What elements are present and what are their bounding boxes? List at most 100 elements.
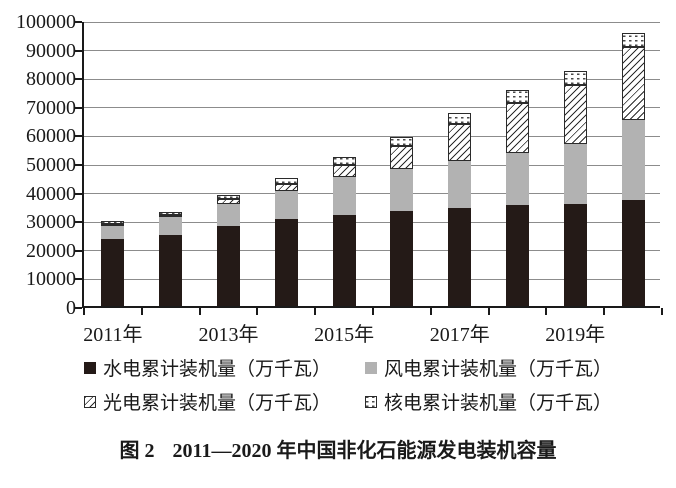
bar-segment-solar: [506, 102, 529, 153]
x-axis-label: 2017年: [429, 324, 490, 346]
bar-segment-nuclear: [159, 211, 183, 216]
bar-segment-solar: [448, 123, 472, 161]
y-axis-tick-label: 100000: [16, 11, 76, 33]
solar-swatch-icon: [84, 395, 96, 408]
bar-segment-nuclear: [390, 136, 414, 147]
y-axis-tick-label: 80000: [26, 68, 76, 91]
y-axis-tick-label: 90000: [26, 39, 76, 62]
bar-segment-wind: [274, 191, 298, 219]
x-axis-tick: [198, 308, 201, 315]
bar-segment-hydro: [101, 239, 125, 306]
bar-segment-hydro: [332, 214, 356, 306]
bar-segment-hydro: [621, 200, 645, 306]
y-axis-tick: [74, 21, 82, 23]
gridline-10000: [84, 278, 660, 280]
bar-segment-nuclear: [621, 32, 645, 48]
x-axis-tick: [487, 308, 490, 315]
y-axis-tick-label: 20000: [26, 239, 76, 262]
bar-segment-wind: [621, 119, 645, 201]
legend-item-wind: 风电累计装机量（万千瓦）: [365, 354, 612, 381]
bar-2014年: [274, 178, 298, 306]
bar-segment-solar: [159, 215, 183, 218]
y-axis-tick: [74, 278, 82, 281]
bar-segment-solar: [332, 164, 356, 178]
y-axis-tick: [74, 106, 82, 109]
wind-swatch-icon: [365, 361, 377, 374]
y-axis-tick-label: 10000: [26, 268, 76, 291]
x-axis-tick: [372, 308, 374, 315]
figure-caption-label: 图 2: [119, 440, 155, 462]
gridline-50000: [84, 164, 660, 166]
bar-2011年: [101, 220, 125, 306]
bar-segment-hydro: [448, 207, 472, 306]
bar-segment-hydro: [506, 205, 529, 306]
bar-segment-wind: [101, 226, 125, 240]
gridline-20000: [84, 250, 660, 252]
bar-segment-wind: [448, 160, 472, 208]
legend-label-hydro: 水电累计装机量（万千瓦）: [103, 359, 332, 380]
bar-segment-solar: [217, 199, 240, 204]
y-axis-tick-label: 60000: [26, 125, 76, 148]
bar-segment-nuclear: [101, 220, 125, 225]
bar-segment-nuclear: [332, 157, 356, 165]
y-axis-tick-label: 0: [66, 297, 76, 319]
x-axis-tick: [545, 308, 548, 315]
bar-segment-nuclear: [217, 195, 240, 200]
bar-segment-solar: [563, 85, 587, 144]
x-axis-tick: [429, 308, 432, 315]
gridline-70000: [84, 107, 660, 109]
y-axis-tick-label: 50000: [26, 154, 76, 176]
y-axis-tick-label: 70000: [26, 96, 76, 119]
bar-segment-hydro: [217, 225, 240, 306]
x-axis-label: 2011年: [83, 324, 143, 346]
nuclear-swatch-icon: [365, 395, 377, 408]
gridline-30000: [84, 221, 660, 223]
bar-segment-solar: [101, 224, 125, 227]
bar-2013年: [217, 195, 240, 306]
bar-segment-solar: [621, 47, 645, 120]
y-axis-tick: [74, 307, 82, 309]
y-axis-tick: [74, 192, 82, 195]
x-axis-tick: [83, 308, 85, 315]
bar-segment-solar: [390, 146, 414, 169]
y-axis-tick: [74, 221, 82, 224]
y-axis-tick: [74, 49, 82, 52]
bar-2019年: [563, 71, 587, 306]
legend-label-nuclear: 核电累计装机量（万千瓦）: [384, 393, 613, 414]
bar-segment-wind: [159, 217, 183, 235]
x-axis-tick: [314, 308, 317, 315]
bar-segment-wind: [390, 168, 414, 211]
x-axis-tick: [661, 308, 663, 315]
bar-segment-wind: [217, 203, 240, 226]
gridline-60000: [84, 135, 660, 137]
x-axis-tick: [140, 308, 143, 315]
y-axis-tick: [74, 135, 82, 138]
bar-segment-nuclear: [563, 71, 587, 86]
legend-item-solar: 光电累计装机量（万千瓦）: [84, 388, 365, 415]
bar-2015年: [332, 157, 356, 306]
bar-segment-wind: [332, 177, 356, 215]
x-axis-label: 2015年: [314, 324, 375, 346]
bar-segment-nuclear: [274, 178, 298, 185]
hydro-swatch-icon: [84, 361, 96, 374]
bar-segment-nuclear: [506, 89, 529, 103]
bar-segment-solar: [274, 184, 298, 192]
gridline-80000: [84, 78, 660, 80]
legend-label-solar: 光电累计装机量（万千瓦）: [103, 393, 332, 414]
bar-segment-hydro: [274, 218, 298, 306]
bar-2017年: [448, 113, 472, 306]
figure-caption: 图 2 2011—2020 年中国非化石能源发电装机容量: [0, 434, 676, 463]
bar-2018年: [506, 89, 529, 306]
bar-segment-hydro: [159, 234, 183, 306]
chart-plot-area: 0 10000 20000 30000 40000 50000 60000 70000 8000…: [16, 12, 663, 346]
bar-2020年: [621, 32, 645, 306]
bar-segment-hydro: [390, 211, 414, 306]
x-axis-tick: [603, 308, 606, 315]
gridline-40000: [84, 193, 660, 195]
figure-caption-title: 2011—2020 年中国非化石能源发电装机容量: [172, 440, 557, 462]
x-axis-label: 2019年: [545, 324, 606, 346]
y-axis-tick: [74, 78, 82, 81]
gridline-100000: [84, 21, 660, 23]
y-axis-tick: [74, 164, 82, 166]
